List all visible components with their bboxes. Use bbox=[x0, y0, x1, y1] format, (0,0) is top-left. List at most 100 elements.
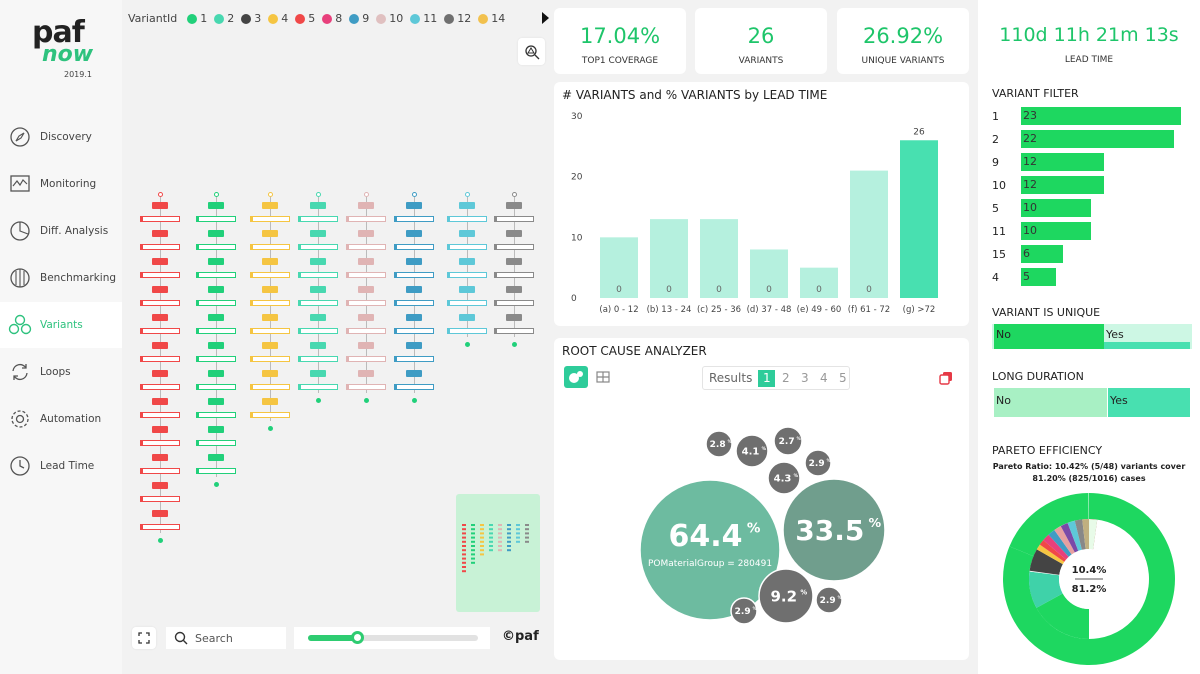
nav-label: Automation bbox=[40, 413, 102, 425]
process-minimap[interactable] bbox=[456, 494, 540, 612]
nav-item-loops[interactable]: Loops bbox=[0, 349, 122, 395]
bubble-value: 2.9 bbox=[735, 607, 751, 617]
pareto-inner-segment[interactable] bbox=[1074, 519, 1086, 550]
variant-unique-no[interactable]: No bbox=[994, 324, 1104, 349]
pareto-inner-segment[interactable] bbox=[1029, 571, 1063, 608]
variant-filter-row[interactable]: 1 23 bbox=[992, 107, 1181, 125]
nav-item-automation[interactable]: Automation bbox=[0, 396, 122, 442]
legend-item-9[interactable]: 9 bbox=[349, 12, 369, 25]
bubble[interactable]: 2.9% bbox=[730, 597, 758, 625]
process-node bbox=[152, 482, 168, 489]
copy-button[interactable] bbox=[936, 368, 956, 388]
bubble[interactable]: 4.3% bbox=[767, 461, 801, 495]
long-duration-yes[interactable]: Yes bbox=[1108, 388, 1190, 417]
nav-label: Lead Time bbox=[40, 460, 95, 472]
bar[interactable] bbox=[750, 249, 788, 298]
bar[interactable] bbox=[800, 267, 838, 298]
variant-filter-row[interactable]: 9 12 bbox=[992, 153, 1105, 171]
bubble[interactable]: 33.5% bbox=[782, 478, 886, 582]
bubble[interactable]: 2.9% bbox=[804, 449, 832, 477]
bar[interactable] bbox=[900, 140, 938, 298]
process-node bbox=[346, 244, 386, 250]
detail-slider[interactable] bbox=[294, 627, 490, 649]
variant-filter-row[interactable]: 15 6 bbox=[992, 245, 1063, 263]
nav-item-monitoring[interactable]: Monitoring bbox=[0, 161, 122, 207]
bubble[interactable]: 64.4 % POMaterialGroup = 280491 bbox=[639, 479, 781, 621]
bubble[interactable]: 2.8% bbox=[705, 430, 733, 458]
kpi-label: TOP1 COVERAGE bbox=[581, 56, 659, 66]
filter-bar: 22 bbox=[1021, 130, 1175, 148]
legend-next-arrow-icon[interactable] bbox=[542, 12, 549, 24]
fullscreen-button[interactable] bbox=[132, 627, 156, 649]
legend-item-2[interactable]: 2 bbox=[214, 12, 234, 25]
table-view-button[interactable] bbox=[591, 366, 615, 388]
variant-filter-row[interactable]: 11 10 bbox=[992, 222, 1091, 240]
bar[interactable] bbox=[600, 237, 638, 298]
process-node bbox=[298, 272, 338, 278]
legend-item-3[interactable]: 3 bbox=[241, 12, 261, 25]
page-4[interactable]: 4 bbox=[820, 371, 828, 385]
nav-item-diff-analysis[interactable]: Diff. Analysis bbox=[0, 208, 122, 254]
y-tick-label: 30 bbox=[571, 112, 583, 122]
process-node bbox=[494, 216, 534, 222]
pareto-inner-segment[interactable] bbox=[1043, 534, 1069, 560]
nav-item-variants[interactable]: Variants bbox=[0, 302, 122, 348]
pareto-inner-segment[interactable] bbox=[1060, 522, 1079, 553]
bubble[interactable]: 4.1% bbox=[735, 434, 769, 468]
process-node bbox=[140, 524, 180, 530]
legend-item-11[interactable]: 11 bbox=[410, 12, 437, 25]
legend-item-12[interactable]: 12 bbox=[444, 12, 471, 25]
nav-item-benchmarking[interactable]: Benchmarking bbox=[0, 255, 122, 301]
long-duration-no[interactable]: No bbox=[994, 388, 1107, 417]
pareto-inner-segment[interactable] bbox=[1082, 519, 1090, 550]
focus-button[interactable] bbox=[518, 38, 545, 65]
legend-item-8[interactable]: 8 bbox=[322, 12, 342, 25]
bar[interactable] bbox=[700, 219, 738, 298]
page-3[interactable]: 3 bbox=[801, 371, 809, 385]
nav-item-lead-time[interactable]: Lead Time bbox=[0, 443, 122, 489]
process-map-diagram[interactable] bbox=[122, 0, 548, 620]
process-node bbox=[459, 258, 475, 265]
bubble[interactable]: 2.9% bbox=[815, 586, 843, 614]
legend-item-4[interactable]: 4 bbox=[268, 12, 288, 25]
page-5[interactable]: 5 bbox=[839, 371, 847, 385]
process-node bbox=[459, 202, 475, 209]
variant-filter-row[interactable]: 10 12 bbox=[992, 176, 1105, 194]
pareto-inner-segment[interactable] bbox=[1048, 530, 1072, 557]
legend-item-10[interactable]: 10 bbox=[376, 12, 403, 25]
variant-filter-row[interactable]: 5 10 bbox=[992, 199, 1091, 217]
pareto-inner-segment[interactable] bbox=[1036, 593, 1089, 639]
slider-track[interactable] bbox=[308, 635, 478, 641]
pareto-inner-segment[interactable] bbox=[1039, 540, 1067, 562]
bubble-view-button[interactable] bbox=[564, 366, 588, 388]
legend-item-1[interactable]: 1 bbox=[187, 12, 207, 25]
pareto-inner-segment[interactable] bbox=[1036, 544, 1065, 565]
search-input[interactable]: Search bbox=[166, 627, 286, 649]
bubble[interactable]: 2.7% bbox=[773, 426, 803, 456]
bar[interactable] bbox=[850, 170, 888, 298]
slider-thumb[interactable] bbox=[351, 631, 365, 644]
legend-item-5[interactable]: 5 bbox=[295, 12, 315, 25]
nav-item-discovery[interactable]: Discovery bbox=[0, 114, 122, 160]
bubble[interactable]: 9.2% bbox=[758, 568, 814, 624]
bubbles-icon bbox=[569, 371, 583, 383]
pareto-inner-rest[interactable] bbox=[1089, 519, 1098, 550]
pareto-outer-covered[interactable] bbox=[1003, 493, 1175, 665]
variant-filter-row[interactable]: 2 22 bbox=[992, 130, 1175, 148]
legend-label: 5 bbox=[308, 12, 316, 25]
pareto-inner-segment[interactable] bbox=[1029, 549, 1063, 575]
pareto-outer-rest[interactable] bbox=[1009, 493, 1089, 557]
pareto-inner-segment[interactable] bbox=[1054, 526, 1075, 555]
variant-unique-yes[interactable]: Yes bbox=[1104, 324, 1190, 349]
process-node bbox=[140, 328, 180, 334]
page-1[interactable]: 1 bbox=[758, 369, 776, 387]
bubble-value: 2.9 bbox=[809, 459, 825, 469]
pareto-inner-segment[interactable] bbox=[1029, 570, 1060, 576]
pareto-donut-chart[interactable]: 10.4% 81.2% bbox=[978, 484, 1200, 674]
page-2[interactable]: 2 bbox=[782, 371, 790, 385]
pareto-inner-segment[interactable] bbox=[1067, 520, 1082, 551]
legend-item-14[interactable]: 14 bbox=[478, 12, 505, 25]
bar[interactable] bbox=[650, 219, 688, 298]
